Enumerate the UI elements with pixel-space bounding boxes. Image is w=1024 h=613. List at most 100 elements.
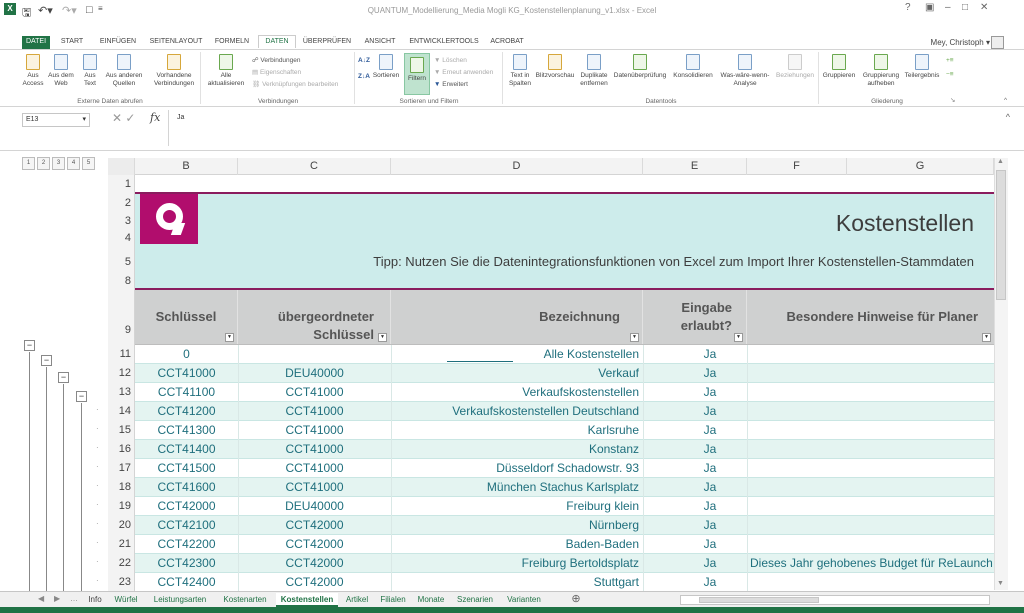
filter-button[interactable]: Filtern <box>404 53 430 95</box>
cell-parent-key[interactable]: CCT41000 <box>285 442 344 456</box>
tab-acrobat[interactable]: ACROBAT <box>490 38 524 45</box>
cell-name[interactable]: Freiburg Bertoldsplatz <box>521 556 639 570</box>
cell-name[interactable]: Karlsruhe <box>587 423 639 437</box>
filter-dropdown-icon[interactable]: ▼ <box>378 333 387 342</box>
row-header[interactable]: 17 <box>108 459 135 478</box>
text-to-columns-button[interactable]: Text in Spalten <box>506 54 534 88</box>
cell-notes[interactable] <box>747 364 994 383</box>
ribbon-display-icon[interactable]: ▣ <box>925 2 935 13</box>
sort-button[interactable]: Sortieren <box>372 54 400 80</box>
close-icon[interactable]: ✕ <box>980 2 989 13</box>
column-header-e[interactable]: E <box>643 158 747 175</box>
sheet-tab-filialen[interactable]: Filialen <box>380 595 406 604</box>
cell-parent-key[interactable]: CCT42000 <box>285 518 344 532</box>
cell-notes[interactable] <box>747 383 994 402</box>
cell-input-allowed[interactable]: Ja <box>703 556 717 570</box>
outline-detail-marker[interactable]: · <box>96 538 99 547</box>
cell-parent-key[interactable]: CCT42000 <box>285 556 344 570</box>
cell-notes[interactable] <box>747 497 994 516</box>
tab-ueberpruefen[interactable]: ÜBERPRÜFEN <box>302 38 352 45</box>
outline-detail-marker[interactable]: · <box>96 405 99 414</box>
row-header[interactable]: 21 <box>108 535 135 554</box>
collapse-ribbon-icon[interactable]: ^ <box>1004 97 1008 104</box>
cell-name[interactable]: Alle Kostenstellen <box>543 347 639 361</box>
row-header[interactable]: 23 <box>108 573 135 592</box>
sheet-tab-kostenarten[interactable]: Kostenarten <box>223 595 267 604</box>
filter-dropdown-icon[interactable]: ▼ <box>982 333 991 342</box>
outline-level-1[interactable]: 1 <box>22 157 35 170</box>
sort-za-button[interactable]: Z↓A <box>358 73 370 80</box>
relationships-button[interactable]: Beziehungen <box>774 54 816 80</box>
from-web-button[interactable]: Aus dem Web <box>48 54 74 88</box>
cell-name[interactable]: Baden-Baden <box>565 537 639 551</box>
outline-detail-marker[interactable]: · <box>96 443 99 452</box>
tab-seitenlayout[interactable]: SEITENLAYOUT <box>149 38 203 45</box>
avatar[interactable] <box>991 36 1004 49</box>
cell-name[interactable]: Düsseldorf Schadowstr. 93 <box>496 461 639 475</box>
cell-parent-key[interactable]: CCT41000 <box>285 461 344 475</box>
cell-name[interactable]: Nürnberg <box>588 518 639 532</box>
cell-input-allowed[interactable]: Ja <box>703 404 717 418</box>
cell-notes[interactable] <box>747 402 994 421</box>
row-header[interactable]: 12 <box>108 364 135 383</box>
scroll-up-icon[interactable]: ▲ <box>997 158 1004 165</box>
cell-input-allowed[interactable]: Ja <box>703 575 717 589</box>
name-box[interactable]: E13 ▾ <box>22 113 90 127</box>
cell-parent-key[interactable]: CCT41000 <box>285 423 344 437</box>
sheet-nav-more-icon[interactable]: … <box>70 594 78 603</box>
cell-parent-key[interactable]: CCT42000 <box>285 537 344 551</box>
row-header[interactable]: 15 <box>108 421 135 440</box>
from-access-button[interactable]: Aus Access <box>22 54 44 88</box>
cell-parent-key[interactable]: CCT41000 <box>285 385 344 399</box>
tab-formeln[interactable]: FORMELN <box>214 38 250 45</box>
sheet-nav-next-icon[interactable]: ▶ <box>54 594 61 603</box>
expand-formula-icon[interactable]: ^ <box>1005 112 1010 122</box>
filter-dropdown-icon[interactable]: ▼ <box>225 333 234 342</box>
tab-entwicklertools[interactable]: ENTWICKLERTOOLS <box>409 38 479 45</box>
tab-ansicht[interactable]: ANSICHT <box>364 38 396 45</box>
cell-notes[interactable] <box>747 440 994 459</box>
cell-key[interactable]: CCT42300 <box>157 556 216 570</box>
properties-button[interactable]: ▤ Eigenschaften <box>252 68 301 77</box>
cell-input-allowed[interactable]: Ja <box>703 347 717 361</box>
sheet-tab-varianten[interactable]: Varianten <box>507 595 541 604</box>
vertical-scrollbar-thumb[interactable] <box>996 170 1006 300</box>
row-header[interactable]: 22 <box>108 554 135 573</box>
outline-level-2[interactable]: 2 <box>37 157 50 170</box>
subtotal-button[interactable]: Teilergebnis <box>902 54 942 80</box>
sheet-tab-artikel[interactable]: Artikel <box>345 595 369 604</box>
cell-input-allowed[interactable]: Ja <box>703 366 717 380</box>
cell-key[interactable]: 0 <box>183 347 190 361</box>
cell-parent-key[interactable] <box>238 345 391 364</box>
column-header-c[interactable]: C <box>238 158 391 175</box>
cell-parent-key[interactable]: CCT41000 <box>285 404 344 418</box>
new-file-icon[interactable]: □ <box>86 4 93 16</box>
cell-name[interactable]: Konstanz <box>588 442 639 456</box>
row-header[interactable]: 3 <box>108 213 135 230</box>
outline-level-4[interactable]: 4 <box>67 157 80 170</box>
outline-detail-marker[interactable]: · <box>96 500 99 509</box>
cell-parent-key[interactable]: DEU40000 <box>285 499 344 513</box>
cell-notes[interactable] <box>747 478 994 497</box>
column-header-b[interactable]: B <box>135 158 238 175</box>
cell-parent-key[interactable]: DEU40000 <box>285 366 344 380</box>
row-header[interactable]: 9 <box>108 290 135 345</box>
add-sheet-icon[interactable]: ⊕ <box>571 593 581 605</box>
row-header[interactable]: 5 <box>108 247 135 273</box>
horizontal-scrollbar-thumb[interactable] <box>699 597 819 603</box>
outline-level-3[interactable]: 3 <box>52 157 65 170</box>
cell-name[interactable]: Verkaufskostenstellen Deutschland <box>452 404 639 418</box>
row-header[interactable]: 1 <box>108 175 135 194</box>
advanced-filter-button[interactable]: ▼ Erweitert <box>434 80 468 89</box>
sheet-tab-kostenstellen[interactable]: Kostenstellen <box>276 593 338 607</box>
filter-dropdown-icon[interactable]: ▼ <box>630 333 639 342</box>
sheet-tab-monate[interactable]: Monate <box>417 595 445 604</box>
column-header-g[interactable]: G <box>847 158 994 175</box>
flash-fill-button[interactable]: Blitzvorschau <box>534 54 576 80</box>
from-text-button[interactable]: Aus Text <box>80 54 100 88</box>
cell-key[interactable]: CCT42100 <box>157 518 216 532</box>
outline-level-5[interactable]: 5 <box>82 157 95 170</box>
cell-notes[interactable] <box>747 421 994 440</box>
outline-collapse-button[interactable]: − <box>58 372 69 383</box>
cell-name[interactable]: Verkaufskostenstellen <box>522 385 639 399</box>
